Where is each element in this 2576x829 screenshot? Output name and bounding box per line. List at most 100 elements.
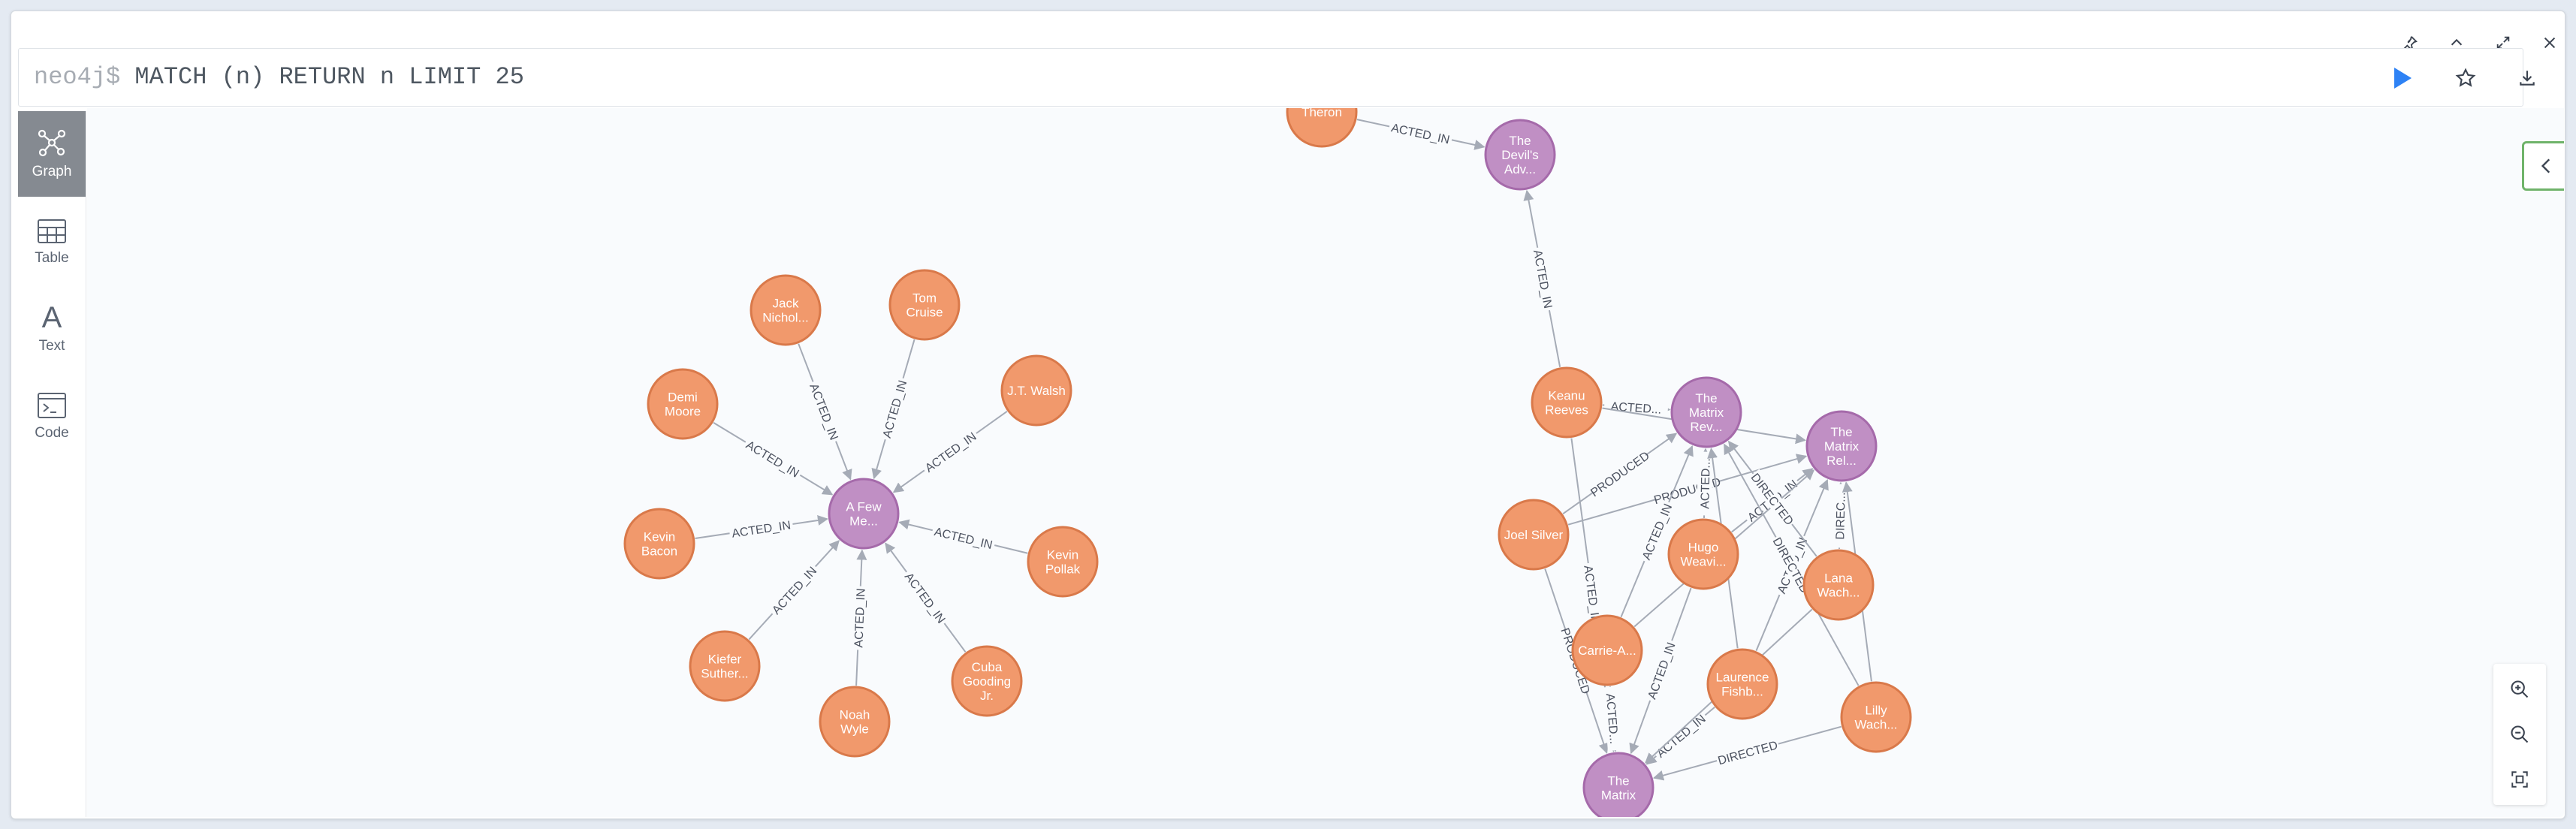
relationship-edge[interactable]: ACTED_IN	[748, 540, 840, 641]
view-code-button[interactable]: Code	[18, 374, 86, 460]
relationship-edge[interactable]: ACTED_IN	[1356, 119, 1486, 150]
movie-node[interactable]: TheDevil'sAdv...	[1484, 119, 1556, 191]
node-caption: Lilly	[1865, 704, 1887, 718]
download-icon	[2520, 71, 2535, 86]
relationship-label: ACTED...	[1699, 458, 1712, 509]
zoom-out-button[interactable]	[2502, 716, 2538, 752]
person-node[interactable]: JackNichol...	[750, 274, 822, 346]
node-circle[interactable]	[1027, 526, 1099, 598]
node-circle[interactable]	[689, 630, 761, 702]
zoom-in-icon	[2511, 680, 2529, 698]
relationship-edge[interactable]: ACTED_IN	[695, 515, 828, 541]
node-caption: Wach...	[1855, 718, 1898, 732]
node-circle[interactable]	[1667, 518, 1739, 590]
query-input[interactable]: neo4j$ MATCH (n) RETURN n LIMIT 25	[34, 49, 524, 106]
person-node[interactable]: LanaWach...	[1802, 549, 1875, 621]
node-circle[interactable]	[1000, 354, 1072, 427]
relationship-label-bg	[920, 427, 981, 477]
relationship-label-bg	[728, 517, 794, 541]
person-node[interactable]: KieferSuther...	[689, 630, 761, 702]
relationship-edge[interactable]: ACTED_IN	[1645, 707, 1715, 765]
relationship-edge[interactable]: ACTED_IN	[885, 542, 967, 653]
fit-to-screen-button[interactable]	[2502, 761, 2538, 797]
download-button[interactable]	[2506, 57, 2548, 99]
node-circle[interactable]	[828, 478, 900, 550]
node-circle[interactable]	[888, 269, 961, 341]
relationship-edge[interactable]: ACTED_IN	[898, 519, 1028, 554]
person-node[interactable]: Theron	[1286, 108, 1358, 148]
node-circle[interactable]	[951, 645, 1023, 717]
run-button[interactable]	[2381, 57, 2424, 99]
node-circle[interactable]	[1805, 410, 1878, 482]
person-node[interactable]: LillyWach...	[1840, 681, 1912, 753]
relationship-label-bg	[1832, 484, 1848, 548]
collapse-up-icon[interactable]	[2443, 29, 2470, 56]
relationship-edge[interactable]: ACTED_IN	[713, 422, 834, 496]
fullscreen-icon[interactable]	[2490, 29, 2517, 56]
person-node[interactable]: LaurenceFishb...	[1706, 648, 1778, 720]
person-node[interactable]: HugoWeavi...	[1667, 518, 1739, 590]
favorite-button[interactable]	[2445, 57, 2487, 99]
node-circle[interactable]	[1531, 366, 1603, 439]
node-caption: Fishb...	[1721, 685, 1763, 699]
node-circle[interactable]	[1802, 549, 1875, 621]
view-text-button[interactable]: A Text	[18, 285, 86, 371]
node-circle[interactable]	[1498, 499, 1570, 571]
query-text[interactable]: MATCH (n) RETURN n LIMIT 25	[134, 63, 524, 91]
node-circle[interactable]	[1582, 752, 1654, 817]
run-icon	[2394, 68, 2412, 89]
node-circle[interactable]	[1286, 108, 1358, 148]
close-icon[interactable]	[2536, 29, 2563, 56]
movie-node[interactable]: A FewMe...	[828, 478, 900, 550]
person-node[interactable]: J.T. Walsh	[1000, 354, 1072, 427]
relationship-edge[interactable]: ACTED_IN	[1523, 189, 1561, 368]
pin-icon[interactable]	[2397, 29, 2424, 56]
node-caption: Keanu	[1548, 389, 1585, 403]
relationship-edge[interactable]: ACTED_IN	[871, 339, 915, 480]
node-caption: Matrix	[1689, 405, 1724, 420]
relationship-edge[interactable]: ACTED_IN	[892, 411, 1008, 493]
relationship-label: PRODUCED	[1588, 450, 1652, 500]
node-circle[interactable]	[1484, 119, 1556, 191]
graph-canvas[interactable]: ACTED_IN ACTED_IN ACTED_IN ACTED_IN ACTED_IN…	[87, 108, 2564, 817]
node-circle[interactable]	[1706, 648, 1778, 720]
node-caption: Kevin	[644, 530, 676, 544]
node-circle[interactable]	[819, 686, 891, 758]
toggle-detail-panel-button[interactable]	[2522, 141, 2564, 191]
node-circle[interactable]	[750, 274, 822, 346]
node-caption: The	[1830, 425, 1852, 439]
zoom-in-button[interactable]	[2502, 671, 2538, 707]
relationship-label-bg	[900, 567, 951, 628]
relationship-edge[interactable]: DIREC...	[1832, 481, 1848, 550]
relationship-edge[interactable]: ACTED_IN	[798, 343, 852, 481]
relationship-label-bg	[806, 378, 843, 445]
relationship-edge[interactable]: ACTED_IN	[850, 549, 868, 686]
node-circle[interactable]	[623, 508, 695, 580]
person-node[interactable]: Joel Silver	[1498, 499, 1570, 571]
node-circle[interactable]	[647, 368, 719, 440]
relationship-edge[interactable]: ACTED...	[1697, 448, 1713, 519]
node-caption: Matrix	[1824, 439, 1860, 454]
view-graph-button[interactable]: Graph	[18, 111, 86, 197]
node-caption: Theron	[1302, 108, 1342, 119]
relationship-edge[interactable]: ACTED...	[1602, 397, 1671, 418]
movie-node[interactable]: TheMatrixRel...	[1805, 410, 1878, 482]
person-node[interactable]: Carrie-A...	[1571, 614, 1643, 686]
node-circle[interactable]	[1840, 681, 1912, 753]
relationship-edge[interactable]: ACTED...	[1603, 686, 1623, 752]
view-table-button[interactable]: Table	[18, 200, 86, 285]
node-circle[interactable]	[1571, 614, 1643, 686]
node-circle[interactable]	[1670, 376, 1742, 448]
movie-node[interactable]: TheMatrixRev...	[1670, 376, 1742, 448]
relationship-label: ACTED...	[1603, 693, 1620, 745]
